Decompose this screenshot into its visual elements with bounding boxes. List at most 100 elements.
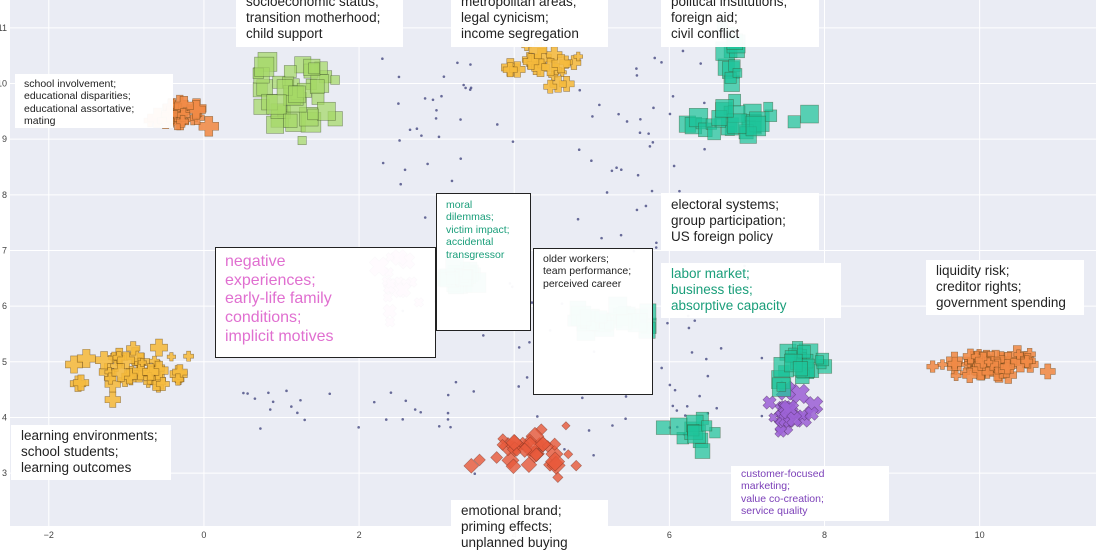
data-point [745,115,767,137]
background-point [459,157,463,160]
background-point [706,374,710,378]
background-point [652,106,655,110]
background-point [683,414,687,417]
background-point [635,67,638,70]
background-point [357,426,360,429]
background-point [638,131,642,135]
data-point [150,338,168,357]
background-point [703,147,706,151]
background-point [468,88,472,91]
background-point [675,409,679,412]
background-point [619,233,623,237]
background-point [587,429,591,432]
data-point [330,75,340,85]
background-point [576,217,580,221]
background-point [647,132,650,135]
background-point [671,404,675,408]
data-point [570,459,582,472]
background-point [685,404,689,408]
background-point [434,117,438,120]
data-point [670,417,688,436]
background-point [495,123,499,126]
data-point [800,104,819,124]
x-tick-label: 10 [975,530,985,540]
background-point [611,424,614,427]
background-point [454,380,458,384]
background-point [397,75,401,79]
data-point [155,377,170,391]
data-point [762,395,777,410]
background-point [666,321,669,325]
data-point [779,399,800,420]
background-point [420,134,423,137]
data-point [792,361,808,377]
background-point [435,108,438,112]
data-point [137,358,147,367]
data-point [937,359,948,370]
data-point [171,373,184,386]
background-point [482,334,485,337]
background-point [398,139,401,142]
data-point [573,51,583,62]
background-point [437,135,441,139]
background-point [687,326,691,330]
y-tick-label: 7 [2,245,7,255]
background-point [651,141,655,144]
data-point [104,391,121,408]
data-point [950,370,962,381]
data-point [126,341,141,356]
data-point [701,420,713,432]
annotation-socioeconomic: socioeconomic status; transition motherho… [236,0,403,47]
data-point [308,62,320,75]
annotation-metropolitan: metropolitan areas; legal cynicism; income… [451,0,608,47]
data-point [981,366,994,379]
background-point [449,425,452,429]
data-point [76,349,96,368]
y-tick-label: 9 [2,134,7,144]
background-point [605,191,609,194]
data-point [266,94,287,115]
background-point [384,418,388,421]
data-point [490,451,504,464]
background-point [442,75,446,78]
background-point [517,346,521,349]
data-point [309,79,325,94]
annotation-liquidity: liquidity risk; creditor rights; governmen… [926,260,1084,315]
data-point [709,427,721,439]
background-point [578,88,582,92]
background-point [290,405,293,408]
background-point [299,398,302,402]
x-tick-label: −2 [44,530,54,540]
background-point [267,391,270,395]
background-point [703,101,706,105]
data-point [254,56,275,77]
background-point [600,236,603,240]
background-point [473,472,477,476]
x-tick-label: 8 [822,530,827,540]
background-point [590,159,593,163]
background-point [672,164,676,168]
background-point [381,161,385,165]
background-point [440,94,443,98]
data-point [776,382,787,392]
data-point [534,436,552,453]
data-point [962,348,979,364]
data-point [687,424,706,444]
data-point [317,101,336,121]
background-point [563,448,566,451]
data-point [543,79,558,94]
background-point [635,74,639,77]
annotation-emotional: emotional brand; priming effects; unplanne… [451,500,608,550]
background-point [619,168,623,171]
background-point [660,61,663,64]
background-point [668,383,672,387]
data-point [732,68,743,78]
annotation-political: political institutions; foreign aid; civil… [661,0,819,47]
data-point [763,101,774,112]
background-point [450,179,454,183]
background-point [397,102,400,105]
background-point [636,173,640,177]
background-point [715,406,719,410]
background-point [423,97,427,100]
